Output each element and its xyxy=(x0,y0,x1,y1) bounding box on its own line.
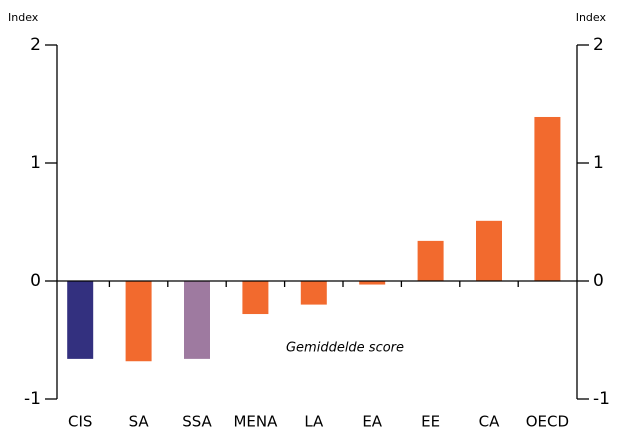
x-tick-label: OECD xyxy=(526,413,569,430)
bar xyxy=(242,281,269,315)
bar xyxy=(359,281,386,285)
bar xyxy=(417,240,444,281)
y2-tick-label: 0 xyxy=(593,271,604,291)
bar xyxy=(184,281,210,359)
y2-tick-label: 1 xyxy=(593,153,604,173)
y-tick-label: 1 xyxy=(30,153,41,173)
annotation: Gemiddelde score xyxy=(286,341,404,356)
bar xyxy=(534,116,561,281)
x-tick-label: SSA xyxy=(182,413,212,430)
x-tick-label: MENA xyxy=(233,413,278,430)
x-tick-label: LA xyxy=(304,413,324,430)
y2-tick-label: 2 xyxy=(593,35,604,55)
y-tick-label: 0 xyxy=(30,271,41,291)
bar xyxy=(67,281,94,359)
x-tick-label: CA xyxy=(479,413,500,430)
bar xyxy=(125,281,152,362)
y2-axis-label: Index xyxy=(576,11,607,24)
x-tick-label: EA xyxy=(362,413,382,430)
bar xyxy=(476,220,502,281)
bar xyxy=(300,281,327,305)
x-tick-label: SA xyxy=(129,413,150,430)
y-tick-label: 2 xyxy=(30,35,41,55)
y-axis-label: Index xyxy=(8,11,39,24)
x-tick-label: CIS xyxy=(68,413,92,430)
y2-tick-label: -1 xyxy=(593,389,610,409)
x-tick-label: EE xyxy=(421,413,440,430)
y-tick-label: -1 xyxy=(24,389,41,409)
